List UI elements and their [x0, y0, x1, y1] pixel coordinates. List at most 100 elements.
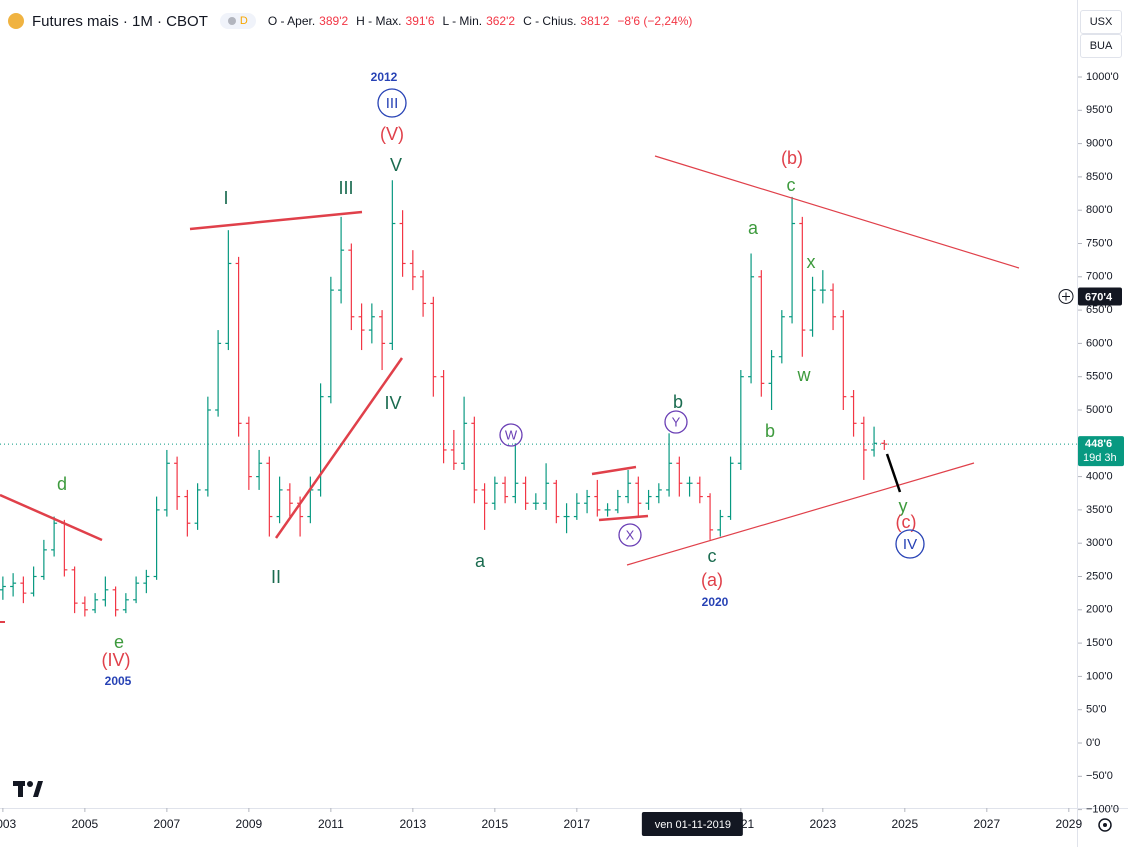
x-tick-label: 2005	[72, 817, 99, 831]
settings-icon[interactable]	[1098, 818, 1112, 832]
wave-circle	[377, 88, 407, 118]
crosshair-time-box	[641, 812, 743, 836]
y-tick-label: 400'0	[1086, 471, 1113, 483]
x-tick-label: 2011	[318, 817, 344, 831]
y-tick-label: 900'0	[1086, 137, 1113, 149]
y-tick-label: 250'0	[1086, 570, 1113, 582]
wave-label: (IV)	[102, 650, 131, 670]
y-tick-label: 0'0	[1086, 737, 1100, 749]
wave-label: (V)	[380, 124, 404, 144]
y-tick-label: 600'0	[1086, 337, 1113, 349]
change: −8'6 (−2,24%)	[617, 14, 693, 28]
wave-label: II	[271, 567, 281, 587]
trend-line	[0, 493, 103, 542]
wave-label: c	[787, 175, 796, 195]
wave-label: b	[765, 421, 775, 441]
unit-button[interactable]: BUA	[1080, 34, 1122, 58]
wave-label: (c)	[896, 512, 917, 532]
y-tick-label: 700'0	[1086, 271, 1113, 283]
y-tick-label: 50'0	[1086, 704, 1106, 716]
wave-label: a	[748, 218, 759, 238]
x-tick-label: 2007	[154, 817, 181, 831]
y-tick-label: 650'0	[1086, 304, 1113, 316]
trend-line	[626, 462, 975, 566]
legend-label: H - Max.	[356, 14, 402, 28]
legend-header: Futures mais · 1M · CBOT D O - Aper. 389'…	[8, 9, 701, 33]
wave-label: I	[223, 188, 228, 208]
interval-badge: D	[239, 15, 248, 27]
projection-line	[885, 453, 902, 493]
wave-label: d	[57, 474, 67, 494]
y-tick-label: 1000'0	[1086, 71, 1119, 83]
y-tick-label: 100'0	[1086, 670, 1113, 682]
wave-label: (b)	[781, 148, 803, 168]
x-tick-label: 2017	[563, 817, 590, 831]
trend-line	[598, 514, 649, 522]
wave-circle	[499, 423, 523, 447]
wave-label: Y	[672, 414, 681, 429]
wave-label: IV	[903, 536, 917, 553]
last-price-label: 448'6	[1085, 438, 1112, 450]
y-tick-label: 550'0	[1086, 371, 1113, 383]
crosshair-time-label: ven 01-11-2019	[655, 819, 731, 831]
wave-label: (a)	[701, 570, 723, 590]
legend-value: 381'2	[580, 14, 610, 28]
wave-label: III	[386, 95, 399, 112]
countdown: 19d 3h	[1083, 452, 1117, 464]
symbol-title: Futures mais · 1M · CBOT	[32, 12, 208, 30]
axes: 1000'0 950'0 900'0 850'0 800'0 750'0 700'0 650'…	[0, 71, 1119, 831]
y-tick-label: 300'0	[1086, 537, 1113, 549]
wave-label: w	[797, 365, 812, 385]
wave-label: 2020	[702, 595, 729, 609]
wave-label: III	[338, 178, 353, 198]
plot-area	[0, 155, 1077, 623]
ohlc-values: O - Aper. 389'2 H - Max. 391'6 L - Min. 362'2…	[268, 14, 618, 28]
y-tick-label: −100'0	[1086, 804, 1119, 816]
legend-label: O - Aper.	[267, 14, 316, 28]
dot	[227, 17, 236, 25]
wave-label: e	[114, 632, 124, 652]
wave-label: b	[673, 392, 683, 412]
y-tick-label: 350'0	[1086, 504, 1113, 516]
legend-label: L - Min.	[442, 14, 483, 28]
x-tick-label: 2015	[481, 817, 508, 831]
wave-label: c	[708, 546, 717, 566]
currency-button[interactable]: USX	[1080, 10, 1122, 34]
y-tick-label: 850'0	[1086, 171, 1113, 183]
wave-circle	[895, 529, 925, 559]
overlays: 2012III(V)VIIIIIVIIde(IV)2005aWYbXc(a)20…	[57, 70, 1124, 836]
legend-value: 391'6	[405, 14, 435, 28]
symbol-logo	[8, 13, 24, 29]
wave-circle	[664, 410, 688, 434]
wave-label: IV	[384, 393, 401, 413]
x-tick-label: 2023	[809, 817, 836, 831]
status-pill[interactable]: D	[219, 13, 256, 29]
crosshair-price-label: 670'4	[1085, 291, 1113, 303]
y-tick-label: 150'0	[1086, 637, 1113, 649]
crosshair-price-box	[1078, 287, 1122, 306]
wave-label: 2005	[105, 674, 132, 688]
x-tick-label: 2027	[973, 817, 1000, 831]
wave-label: 2012	[371, 70, 398, 84]
add-icon	[1062, 292, 1070, 301]
legend-value: 389'2	[319, 14, 349, 28]
trend-line	[591, 465, 637, 476]
x-tick-label: 2013	[399, 817, 426, 831]
x-tick-label: 2003	[0, 817, 17, 831]
wave-circle	[618, 523, 642, 547]
y-tick-label: 200'0	[1086, 604, 1113, 616]
wave-label: W	[505, 427, 518, 442]
x-tick-label: 2025	[891, 817, 918, 831]
wave-label: V	[390, 155, 402, 175]
y-tick-label: 750'0	[1086, 237, 1113, 249]
y-tick-label: −50'0	[1086, 770, 1113, 782]
wave-label: a	[475, 551, 486, 571]
last-price-box	[1078, 436, 1124, 467]
wave-label: X	[626, 527, 635, 542]
x-tick-label: 2009	[236, 817, 263, 831]
tv-logo	[13, 781, 43, 797]
wave-label: y	[899, 496, 908, 516]
y-tick-label: 950'0	[1086, 104, 1113, 116]
